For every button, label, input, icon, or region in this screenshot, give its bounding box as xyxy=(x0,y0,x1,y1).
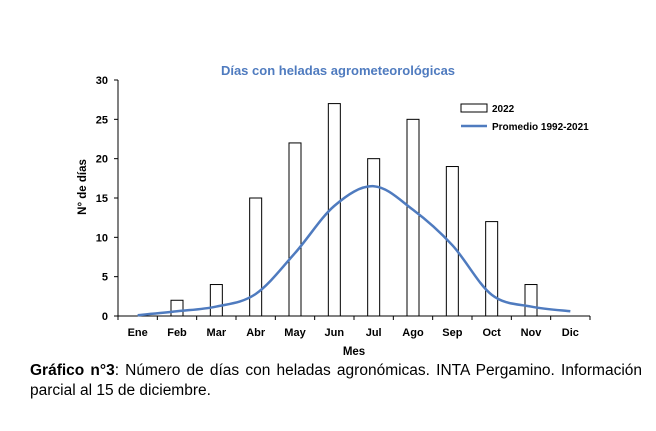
x-tick-label: Ago xyxy=(402,327,424,339)
x-tick-label: Feb xyxy=(167,327,187,339)
x-axis-label: Mes xyxy=(343,346,365,358)
bar xyxy=(524,284,538,317)
x-tick-label: Oct xyxy=(482,327,501,339)
caption-text: : Número de días con heladas agronómicas… xyxy=(30,362,643,399)
x-tick-label: Nov xyxy=(521,327,543,339)
y-tick-label: 30 xyxy=(96,75,108,87)
line-series xyxy=(137,184,571,317)
y-tick-label: 25 xyxy=(96,114,108,126)
x-tick-label: Ene xyxy=(128,327,148,339)
y-axis-label: N° de días xyxy=(77,159,89,215)
legend-label-2022: 2022 xyxy=(492,104,515,115)
bar xyxy=(288,142,302,317)
bar xyxy=(485,221,499,317)
bar xyxy=(209,284,223,317)
y-tick-label: 0 xyxy=(102,311,108,323)
bar xyxy=(170,299,184,317)
chart-title: Días con heladas agrometeorológicas xyxy=(221,63,455,78)
y-tick-label: 20 xyxy=(96,154,108,166)
bar xyxy=(249,197,263,317)
bar xyxy=(327,103,341,317)
y-tick-label: 5 xyxy=(102,272,108,284)
x-tick-label: Jun xyxy=(325,327,345,339)
x-tick-label: Dic xyxy=(562,327,579,339)
x-tick-label: May xyxy=(284,327,306,339)
chart-svg: Días con heladas agrometeorológicas 0 5 10… xyxy=(77,63,591,358)
average-line xyxy=(137,184,571,317)
legend-swatch-2022 xyxy=(460,103,488,113)
x-tick-label: Jul xyxy=(366,327,382,339)
y-tick-label: 15 xyxy=(96,193,108,205)
chart-axes xyxy=(114,79,591,320)
x-tick-label: Abr xyxy=(246,327,266,339)
tick-labels: 0 5 10 15 20 25 30 Ene Feb Mar Abr May Jun Jul Ago Sep O… xyxy=(96,75,579,339)
bar xyxy=(445,166,459,317)
bar xyxy=(406,118,420,317)
legend: 2022 Promedio 1992-2021 xyxy=(460,103,589,133)
y-tick-label: 10 xyxy=(96,232,108,244)
legend-label-promedio: Promedio 1992-2021 xyxy=(492,122,589,133)
x-tick-label: Mar xyxy=(207,327,227,339)
bar xyxy=(367,158,381,317)
figure-caption: Gráfico n°3: Número de días con heladas … xyxy=(30,361,642,401)
x-tick-label: Sep xyxy=(442,327,462,339)
caption-label: Gráfico n°3 xyxy=(30,362,115,379)
